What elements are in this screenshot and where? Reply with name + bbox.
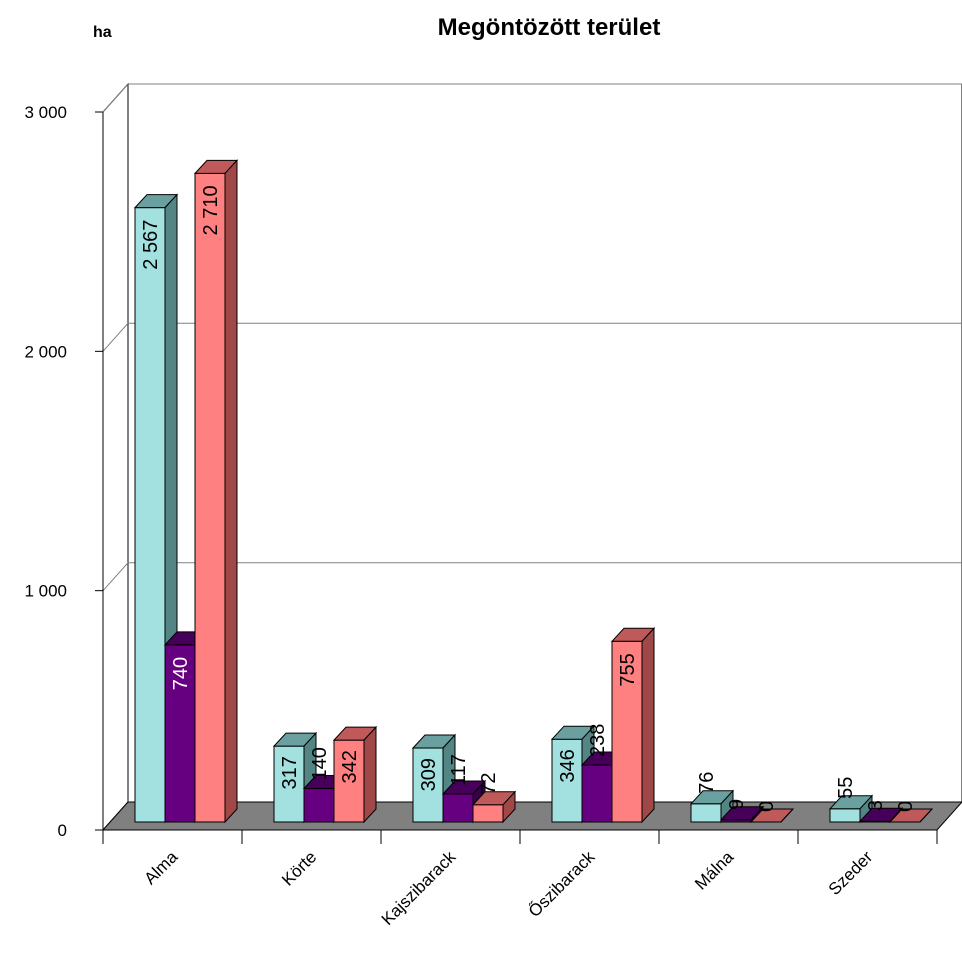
bar-side	[502, 790, 516, 824]
data-label: 317	[279, 756, 301, 789]
data-label: 238	[587, 724, 609, 757]
axes	[95, 111, 938, 844]
bar-side	[641, 627, 655, 824]
data-label: 2 567	[140, 220, 162, 270]
x-tick-label: Kajszibarack	[378, 847, 460, 929]
gridline	[102, 322, 962, 352]
bar-front	[333, 739, 365, 823]
bar	[193, 159, 239, 824]
bar-front	[194, 172, 226, 823]
bar	[828, 794, 874, 824]
y-axis-unit-label: ha	[93, 24, 112, 41]
bar	[689, 789, 735, 824]
bar-front	[134, 207, 166, 823]
data-label: 76	[696, 772, 718, 794]
bar-side	[363, 725, 377, 824]
bar-front	[164, 644, 196, 823]
data-label: 346	[557, 749, 579, 782]
data-label: 309	[418, 758, 440, 791]
bar-side	[224, 159, 238, 824]
gridline	[102, 562, 962, 592]
x-tick-label: Alma	[141, 847, 182, 888]
data-label: 9	[726, 799, 748, 810]
gridline	[102, 83, 962, 113]
bar-front	[829, 808, 861, 823]
data-label: 755	[617, 653, 639, 686]
data-label: 117	[448, 754, 470, 786]
chart-walls	[102, 82, 962, 832]
x-tick-label: Málna	[691, 847, 738, 894]
bar	[610, 627, 656, 824]
data-label: 3	[865, 800, 887, 811]
data-label: 2 710	[200, 185, 222, 235]
data-label: 0	[756, 801, 778, 812]
bar-front	[690, 803, 722, 823]
y-tick-label: 0	[58, 821, 67, 840]
back-wall	[127, 83, 962, 803]
chart-title: Megöntözött terület	[437, 14, 661, 41]
bar-side	[780, 808, 794, 823]
gridlines	[102, 83, 962, 592]
x-tick-label: Körte	[278, 847, 320, 889]
data-label: 0	[895, 801, 917, 812]
data-label: 740	[170, 657, 192, 690]
y-tick-label: 1 000	[24, 582, 67, 601]
bars	[133, 159, 934, 824]
data-label: 342	[339, 750, 361, 783]
data-label: 140	[309, 747, 331, 780]
data-label: 55	[835, 777, 857, 799]
bar-side	[919, 808, 933, 823]
x-tick-label: Szeder	[825, 847, 877, 899]
bar-front	[581, 764, 613, 823]
bar	[888, 808, 934, 823]
bar-front	[551, 738, 583, 823]
bar-front	[442, 793, 474, 823]
bar	[749, 808, 795, 823]
y-tick-label: 2 000	[24, 342, 67, 361]
bar-front	[472, 804, 504, 823]
bar	[471, 790, 517, 824]
data-label: 72	[478, 773, 500, 795]
side-wall	[102, 82, 129, 832]
y-tick-label: 3 000	[24, 103, 67, 122]
x-tick-label: Őszibarack	[525, 847, 599, 921]
bar-front	[303, 787, 335, 823]
bar	[332, 725, 378, 824]
